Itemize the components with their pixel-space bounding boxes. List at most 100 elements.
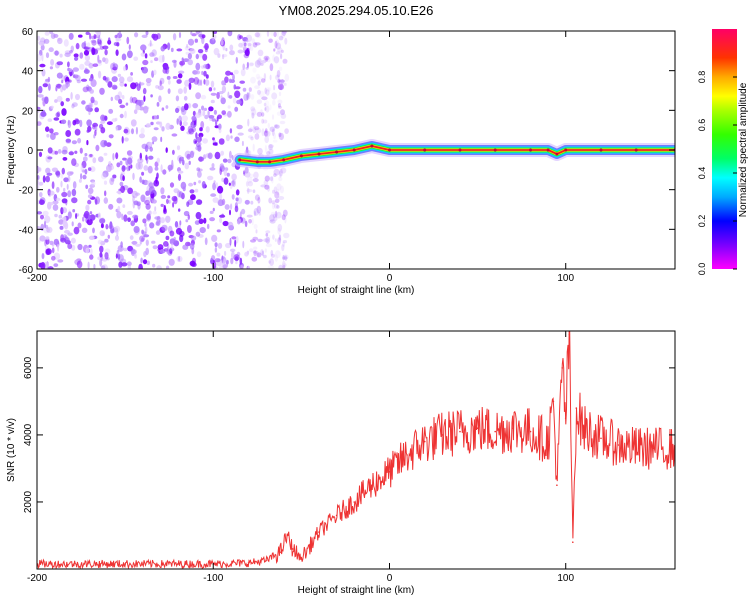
- noise-speckle: [57, 37, 63, 45]
- noise-speckle: [152, 141, 155, 145]
- snr-y-axis-label: SNR (10 * v/v): [6, 418, 17, 482]
- noise-speckle: [48, 83, 51, 91]
- noise-speckle: [235, 189, 240, 196]
- noise-speckle: [230, 248, 236, 252]
- noise-speckle: [237, 132, 244, 136]
- noise-speckle: [178, 170, 184, 174]
- noise-speckle: [282, 256, 288, 260]
- noise-speckle: [260, 62, 264, 66]
- noise-speckle: [176, 255, 183, 263]
- noise-speckle: [60, 180, 63, 188]
- noise-speckle: [100, 240, 106, 246]
- noise-speckle: [195, 53, 199, 60]
- noise-speckle: [273, 168, 280, 176]
- noise-speckle: [99, 87, 105, 95]
- noise-speckle: [220, 97, 226, 105]
- noise-speckle: [282, 241, 286, 247]
- noise-speckle: [71, 221, 74, 227]
- noise-speckle: [236, 99, 242, 105]
- noise-speckle: [45, 248, 51, 256]
- noise-speckle: [44, 215, 51, 224]
- noise-speckle: [100, 223, 104, 229]
- noise-speckle: [106, 164, 112, 173]
- noise-speckle: [244, 199, 250, 205]
- noise-speckle: [264, 248, 267, 253]
- snr-data-point: [335, 514, 338, 517]
- noise-speckle: [194, 220, 200, 226]
- noise-speckle: [103, 197, 109, 204]
- noise-speckle: [73, 53, 79, 58]
- noise-speckle: [266, 130, 271, 137]
- noise-speckle: [40, 214, 44, 220]
- snr-data-point: [556, 484, 558, 487]
- noise-speckle: [280, 113, 287, 119]
- signal-trace-point: [370, 144, 374, 148]
- noise-speckle: [71, 140, 77, 145]
- noise-speckle: [230, 135, 233, 139]
- noise-speckle: [127, 217, 131, 222]
- noise-speckle: [277, 78, 281, 84]
- noise-speckle: [212, 207, 215, 212]
- noise-speckle: [198, 180, 202, 184]
- noise-speckle: [204, 107, 207, 111]
- noise-speckle: [119, 104, 126, 109]
- noise-speckle: [61, 167, 65, 175]
- noise-speckle: [139, 235, 146, 242]
- noise-speckle: [178, 70, 185, 74]
- noise-speckle: [150, 121, 154, 126]
- noise-speckle: [160, 194, 167, 199]
- noise-speckle: [152, 263, 156, 268]
- noise-speckle: [274, 254, 278, 262]
- noise-speckle: [267, 184, 270, 192]
- noise-speckle: [47, 147, 53, 154]
- noise-speckle: [253, 223, 258, 230]
- noise-speckle: [46, 226, 53, 233]
- noise-speckle: [74, 128, 81, 136]
- noise-speckle: [175, 107, 180, 113]
- noise-speckle: [187, 214, 190, 220]
- noise-speckle: [84, 67, 88, 73]
- noise-speckle: [129, 96, 134, 104]
- noise-speckle: [130, 164, 133, 169]
- noise-speckle: [250, 43, 254, 52]
- y-tick-label: 20: [22, 106, 34, 117]
- noise-speckle: [39, 192, 43, 198]
- signal-trace-point: [388, 148, 391, 152]
- noise-speckle: [187, 59, 193, 66]
- noise-speckle: [207, 152, 213, 160]
- noise-speckle: [101, 172, 107, 180]
- noise-speckle: [122, 204, 126, 209]
- noise-speckle: [276, 211, 282, 219]
- noise-speckle: [84, 54, 90, 62]
- noise-speckle: [88, 235, 95, 240]
- noise-speckle: [189, 189, 195, 194]
- noise-speckle: [165, 105, 169, 109]
- noise-speckle: [277, 227, 281, 235]
- noise-speckle: [181, 57, 184, 62]
- snr-data-point: [476, 427, 479, 430]
- noise-speckle: [94, 107, 99, 113]
- noise-speckle: [230, 257, 234, 265]
- noise-speckle: [252, 236, 259, 241]
- y-tick-label: 2000: [23, 490, 34, 513]
- noise-speckle: [240, 264, 244, 269]
- noise-speckle: [256, 252, 260, 258]
- noise-speckle: [161, 126, 165, 132]
- noise-speckle: [274, 238, 277, 242]
- noise-speckle: [118, 98, 123, 105]
- noise-speckle: [162, 67, 168, 74]
- noise-speckle: [124, 110, 127, 119]
- noise-speckle: [79, 147, 83, 154]
- noise-speckle: [114, 235, 120, 241]
- noise-speckle: [45, 224, 49, 229]
- noise-speckle: [242, 63, 245, 70]
- noise-speckle: [280, 79, 284, 85]
- noise-speckle: [200, 121, 205, 129]
- snr-ticks: -200 -100 0 100 2000 4000 6000: [23, 331, 675, 584]
- noise-speckle: [132, 214, 139, 219]
- noise-speckle: [271, 176, 274, 184]
- noise-speckle: [83, 49, 90, 56]
- noise-speckle: [166, 198, 169, 204]
- noise-speckle: [146, 81, 151, 87]
- noise-speckle: [128, 44, 131, 50]
